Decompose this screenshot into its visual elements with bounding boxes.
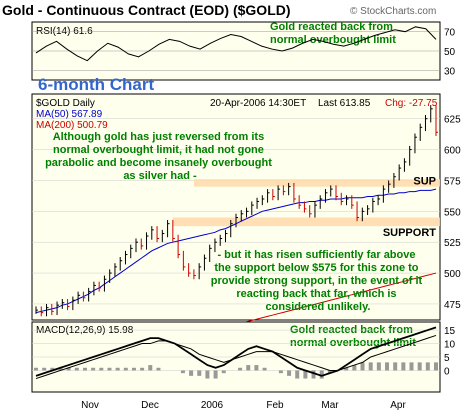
price-tick-label: 500 — [444, 269, 461, 280]
price-bars — [35, 105, 438, 317]
x-axis-label: Dec — [141, 400, 159, 411]
macd-histogram-bar — [417, 362, 422, 371]
macd-histogram-bar — [156, 367, 161, 371]
rsi-tick-label: 30 — [444, 66, 456, 77]
macd-histogram-bar — [344, 367, 349, 371]
macd-histogram-bar — [287, 370, 292, 376]
rsi-series-line — [35, 26, 437, 62]
price-tick-label: 625 — [444, 115, 461, 126]
price-header-chg: Chg: -27.75 — [385, 98, 438, 109]
macd-histogram-bar — [254, 365, 259, 371]
macd-histogram-bar — [91, 367, 96, 371]
macd-histogram-bar — [360, 362, 365, 371]
x-axis-label: 2006 — [201, 400, 224, 411]
price-header-mid: 20-Apr-2006 14:30ET — [210, 98, 306, 109]
macd-histogram-bar — [278, 370, 283, 374]
macd-tick-label: 5 — [444, 353, 450, 364]
macd-tick-label: 10 — [444, 340, 456, 351]
macd-histogram-bar — [303, 370, 308, 379]
macd-tick-label: 0 — [444, 366, 450, 377]
price-header-last: Last 613.85 — [318, 98, 371, 109]
macd-histogram-bar — [425, 362, 430, 371]
price-tick-label: 475 — [444, 300, 461, 311]
macd-histogram-bar — [99, 367, 104, 371]
price-tick-label: 550 — [444, 207, 461, 218]
macd-histogram-bar — [189, 370, 194, 376]
support-band — [193, 179, 440, 187]
x-axis-label: Apr — [390, 400, 406, 411]
annotation-1: Although gold has just reversed from its… — [45, 131, 275, 182]
support-band-label: SUP — [413, 176, 436, 188]
macd-histogram-bar — [393, 362, 398, 371]
macd-histogram-bar — [311, 370, 316, 379]
macd-histogram-bar — [42, 367, 47, 371]
rsi-axis: 30 50 70 — [32, 28, 456, 77]
macd-histogram-bar — [180, 370, 185, 374]
rsi-tick-label: 70 — [444, 28, 456, 39]
macd-histogram-bar — [246, 365, 251, 371]
macd-histogram-bar — [385, 362, 390, 371]
price-panel-bg — [31, 93, 441, 321]
rsi-panel: RSI(14) 61.6 Gold reacted back from norm… — [31, 21, 456, 81]
macd-signal-line — [35, 334, 437, 380]
macd-histogram-bar — [58, 367, 63, 371]
ma200-legend: MA(200) 500.79 — [36, 120, 108, 131]
price-tick-label: 575 — [444, 176, 461, 187]
macd-tick-label: 15 — [444, 326, 456, 337]
chart-title: Gold - Continuous Contract (EOD) ($GOLD) — [2, 2, 291, 18]
macd-histogram-bar — [50, 367, 55, 371]
macd-histogram-bar — [434, 362, 438, 371]
macd-histogram-bar — [401, 362, 406, 371]
macd-annotation-line2: normal overbought limit — [290, 337, 416, 349]
macd-histogram-bar — [107, 367, 112, 371]
macd-line — [35, 326, 437, 377]
macd-histogram-bar — [368, 362, 373, 371]
macd-histogram-bar — [34, 367, 38, 371]
x-axis-labels: Nov Dec 2006 Feb Mar Apr — [81, 400, 406, 411]
macd-histogram-bar — [319, 370, 324, 379]
support-band-label: SUPPORT — [383, 227, 436, 239]
support-band — [172, 217, 440, 227]
macd-histogram-bar — [82, 367, 87, 371]
rsi-annotation-line2: normal overbought limit — [270, 34, 396, 46]
support-bands: SUP SUPPORT — [172, 176, 440, 239]
macd-histogram-bar — [123, 367, 128, 371]
macd-histogram-bar — [409, 362, 414, 371]
price-header-left: $GOLD Daily — [36, 98, 95, 109]
price-tick-label: 525 — [444, 238, 461, 249]
copyright-text: © StockCharts.com — [350, 6, 437, 17]
macd-histogram — [34, 362, 438, 379]
rsi-annotation-line1: Gold reacted back from — [270, 21, 393, 33]
macd-histogram-bar — [262, 367, 267, 371]
ma50-legend: MA(50) 567.89 — [36, 109, 103, 120]
macd-histogram-bar — [148, 365, 153, 371]
macd-histogram-bar — [140, 367, 145, 371]
macd-histogram-bar — [197, 370, 202, 376]
macd-histogram-bar — [66, 367, 71, 371]
macd-histogram-bar — [352, 365, 357, 371]
x-axis-label: Mar — [321, 400, 339, 411]
price-axis: 475 500 525 550 575 600 625 — [32, 115, 461, 311]
ma200-line — [219, 272, 437, 330]
macd-label: MACD(12,26,9) 15.98 — [36, 325, 134, 336]
price-tick-label: 600 — [444, 146, 461, 157]
macd-histogram-bar — [238, 367, 243, 371]
macd-histogram-bar — [376, 362, 381, 371]
annotation-2: - but it has risen sufficiently far abov… — [211, 249, 426, 313]
macd-histogram-bar — [213, 370, 218, 379]
macd-histogram-bar — [221, 370, 226, 374]
macd-histogram-bar — [295, 370, 300, 379]
macd-panel: MACD(12,26,9) 15.98 Gold reacted back fr… — [31, 321, 456, 393]
macd-histogram-bar — [327, 370, 332, 374]
macd-histogram-bar — [115, 367, 120, 371]
x-axis-label: Nov — [81, 400, 99, 411]
rsi-tick-label: 50 — [444, 47, 456, 58]
six-month-label: 6-month Chart — [38, 75, 155, 94]
x-axis-label: Feb — [266, 400, 284, 411]
macd-histogram-bar — [205, 370, 210, 379]
price-panel: 6-month Chart $GOLD Daily 20-Apr-2006 14… — [31, 75, 461, 330]
macd-histogram-bar — [131, 367, 136, 371]
macd-histogram-bar — [74, 367, 79, 371]
